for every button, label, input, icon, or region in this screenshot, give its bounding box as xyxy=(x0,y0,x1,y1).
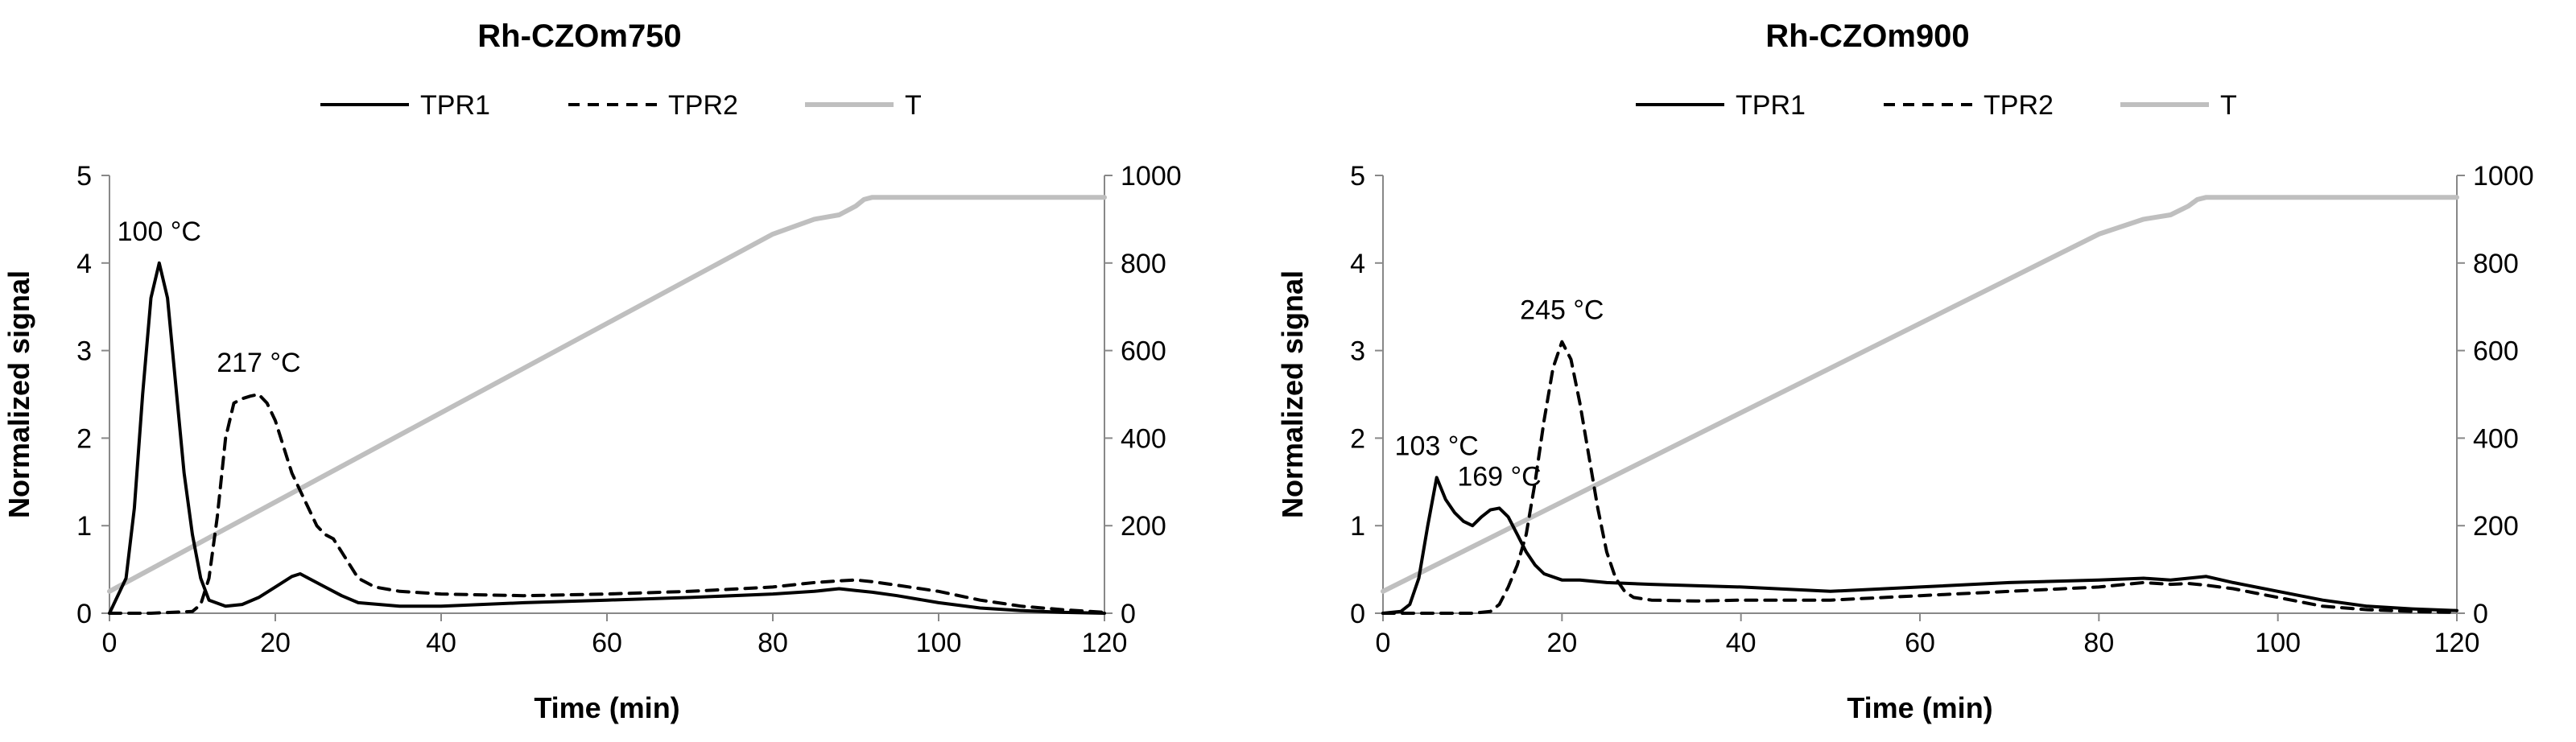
series-line-tpr1 xyxy=(1381,476,2458,615)
y2-tick-label: 600 xyxy=(2473,336,2519,367)
y-tick-label: 3 xyxy=(76,336,92,367)
y-tick-label: 5 xyxy=(76,161,92,192)
y-tick-label: 0 xyxy=(76,599,92,629)
x-tick-label: 40 xyxy=(426,628,456,658)
peak-annotation: 245 °C xyxy=(1520,295,1604,326)
y-tick-label: 5 xyxy=(1350,161,1365,192)
y-tick-label: 0 xyxy=(1350,599,1365,629)
y-tick-label: 3 xyxy=(1350,336,1365,367)
peak-annotation: 103 °C xyxy=(1395,431,1479,461)
legend-label-t: T xyxy=(905,90,922,121)
series-line-t xyxy=(1381,195,2459,594)
y-tick-label: 2 xyxy=(76,423,92,454)
x-tick-label: 60 xyxy=(1905,628,1935,658)
x-tick-label: 80 xyxy=(2083,628,2114,658)
y-tick-label: 4 xyxy=(1350,249,1365,279)
chart-title: Rh-CZOm900 xyxy=(1765,19,1969,54)
legend-label-t: T xyxy=(2220,90,2237,121)
legend-label-tpr1: TPR1 xyxy=(1736,90,1806,121)
series-line-tpr2 xyxy=(108,393,1106,615)
x-tick-label: 60 xyxy=(592,628,622,658)
y2-tick-label: 600 xyxy=(1121,336,1166,367)
x-tick-label: 40 xyxy=(1726,628,1757,658)
y2-tick-label: 200 xyxy=(2473,511,2519,542)
x-axis-label: Time (min) xyxy=(534,691,679,724)
y2-tick-label: 1000 xyxy=(1121,161,1182,192)
y2-tick-label: 0 xyxy=(1121,599,1136,629)
y-tick-label: 1 xyxy=(76,511,92,542)
y2-tick-label: 400 xyxy=(1121,423,1166,454)
x-tick-label: 0 xyxy=(102,628,118,658)
x-axis-label: Time (min) xyxy=(1847,691,1992,724)
x-tick-label: 80 xyxy=(758,628,788,658)
x-tick-label: 100 xyxy=(2255,628,2301,658)
x-tick-label: 0 xyxy=(1376,628,1391,658)
y2-tick-label: 200 xyxy=(1121,511,1166,542)
y-tick-label: 1 xyxy=(1350,511,1365,542)
peak-annotation: 169 °C xyxy=(1457,461,1541,492)
y2-tick-label: 0 xyxy=(2473,599,2488,629)
x-tick-label: 120 xyxy=(2434,628,2480,658)
series-line-t xyxy=(107,195,1107,594)
x-tick-label: 120 xyxy=(1082,628,1128,658)
y2-tick-label: 1000 xyxy=(2473,161,2534,192)
series-line-tpr1 xyxy=(108,261,1106,615)
chart-title: Rh-CZOm750 xyxy=(477,19,681,54)
x-tick-label: 20 xyxy=(260,628,291,658)
series-line-tpr2 xyxy=(1381,340,2458,615)
legend-label-tpr2: TPR2 xyxy=(668,90,738,121)
y-tick-label: 2 xyxy=(1350,423,1365,454)
peak-annotation: 100 °C xyxy=(118,216,201,247)
y-axis-label: Normalized signal xyxy=(2,270,35,518)
y-tick-label: 4 xyxy=(76,249,92,279)
peak-annotation: 217 °C xyxy=(217,348,300,378)
y2-tick-label: 800 xyxy=(1121,249,1166,279)
y2-tick-label: 400 xyxy=(2473,423,2519,454)
legend-label-tpr1: TPR1 xyxy=(420,90,490,121)
legend-label-tpr2: TPR2 xyxy=(1984,90,2054,121)
x-tick-label: 100 xyxy=(916,628,962,658)
y2-tick-label: 800 xyxy=(2473,249,2519,279)
y-axis-label: Normalized signal xyxy=(1276,270,1309,518)
x-tick-label: 20 xyxy=(1546,628,1577,658)
